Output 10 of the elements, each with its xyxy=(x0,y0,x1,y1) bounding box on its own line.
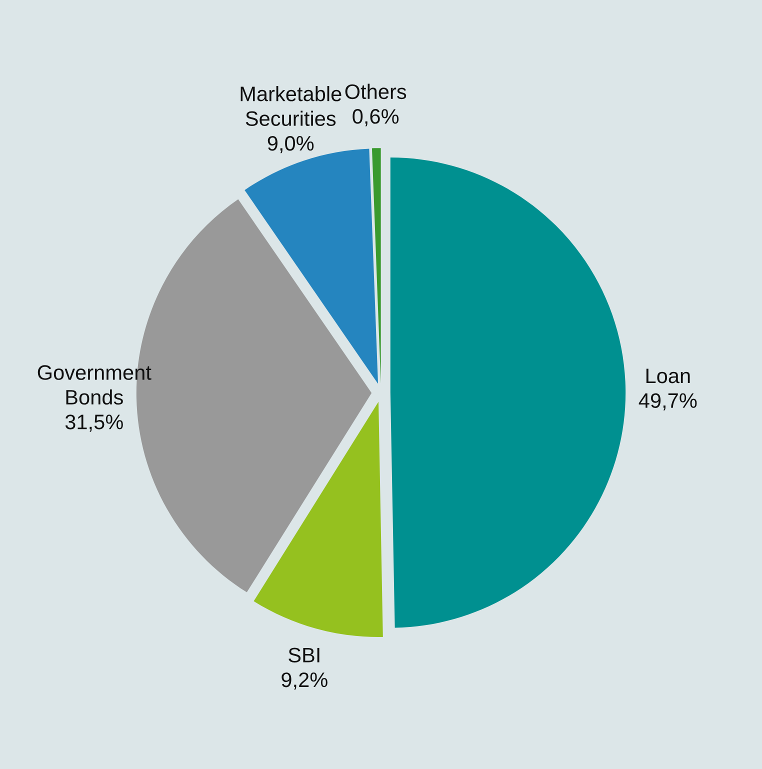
slice-label: Loan xyxy=(646,368,690,384)
data-label: 9,0% xyxy=(268,136,314,154)
slice-label: Marketable Securities xyxy=(240,86,342,126)
slice-label: Others xyxy=(345,84,406,100)
slice-label: SBI xyxy=(288,648,320,662)
data-label: 0,6% xyxy=(352,109,399,126)
data-label: 9,2% xyxy=(282,672,328,690)
data-label: 49,7% xyxy=(638,393,697,410)
data-label: 31,5% xyxy=(65,414,123,432)
slice-label: Government Bonds xyxy=(38,365,152,405)
